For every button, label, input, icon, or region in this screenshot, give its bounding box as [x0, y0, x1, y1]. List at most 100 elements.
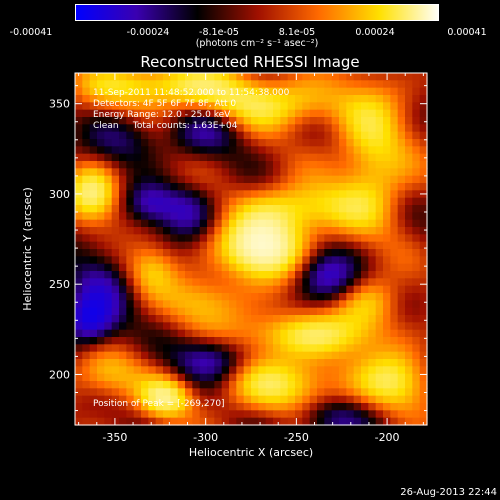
heatmap-cell [390, 109, 399, 118]
heatmap-cell [419, 403, 428, 411]
heatmap-cell [82, 315, 91, 323]
heatmap-cell [192, 80, 201, 89]
heatmap-cell [353, 271, 362, 279]
heatmap-cell [126, 102, 135, 111]
heatmap-cell [126, 80, 135, 89]
heatmap-cell [82, 278, 91, 287]
heatmap-cell [390, 175, 399, 184]
heatmap-cell [89, 410, 98, 419]
heatmap-cell [331, 168, 340, 177]
heatmap-cell [214, 146, 223, 155]
heatmap-cell [309, 381, 318, 389]
heatmap-cell [287, 161, 296, 169]
heatmap-cell [199, 109, 208, 118]
heatmap-cell [317, 410, 325, 419]
heatmap-cell [89, 168, 98, 177]
heatmap-cell [185, 417, 193, 426]
heatmap-cell [133, 227, 142, 235]
heatmap-cell [353, 285, 362, 294]
heatmap-cell [199, 271, 208, 279]
heatmap-cell [170, 190, 179, 199]
heatmap-cell [207, 293, 215, 301]
heatmap-cell [207, 307, 215, 316]
heatmap-cell [126, 87, 135, 96]
heatmap-cell [133, 87, 142, 96]
heatmap-cell [111, 403, 120, 411]
heatmap-cell [97, 131, 105, 140]
heatmap-cell [375, 388, 384, 397]
heatmap-cell [419, 73, 428, 81]
heatmap-cell [317, 175, 325, 184]
heatmap-cell [148, 73, 157, 81]
heatmap-cell [302, 190, 311, 199]
heatmap-cell [412, 227, 421, 235]
heatmap-cell [199, 87, 208, 96]
heatmap-cell [295, 117, 303, 125]
heatmap-cell [265, 190, 274, 199]
heatmap-cell [309, 109, 318, 118]
heatmap-cell [361, 263, 369, 272]
heatmap-cell [375, 337, 384, 345]
heatmap-cell [221, 161, 230, 169]
heatmap-cell [111, 175, 120, 184]
heatmap-cell [126, 351, 135, 360]
heatmap-cell [82, 285, 91, 294]
heatmap-cell [383, 351, 391, 360]
heatmap-cell [361, 256, 369, 265]
heatmap-cell [207, 183, 215, 191]
heatmap-cell [405, 205, 413, 213]
heatmap-cell [390, 403, 399, 411]
heatmap-cell [251, 417, 259, 426]
heatmap-cell [368, 87, 377, 96]
heatmap-cell [104, 168, 113, 177]
heatmap-cell [214, 183, 223, 191]
heatmap-cell [170, 351, 179, 360]
heatmap-cell [346, 80, 355, 89]
heatmap-cell [177, 263, 186, 272]
heatmap-cell [405, 256, 413, 265]
heatmap-cell [177, 359, 186, 367]
heatmap-cell [287, 146, 296, 155]
colorbar [75, 4, 439, 21]
heatmap-cell [375, 190, 384, 199]
heatmap-cell [104, 410, 113, 419]
heatmap-cell [265, 285, 274, 294]
heatmap-cell [368, 73, 377, 81]
heatmap-cell [89, 102, 98, 111]
heatmap-cell [229, 168, 237, 177]
heatmap-cell [339, 168, 347, 177]
heatmap-cell [148, 190, 157, 199]
heatmap-cell [375, 227, 384, 235]
heatmap-cell [295, 351, 303, 360]
heatmap-cell [273, 175, 281, 184]
heatmap-cell [82, 197, 91, 206]
heatmap-cell [89, 381, 98, 389]
heatmap-cell [229, 124, 237, 133]
heatmap-cell [185, 183, 193, 191]
heatmap-cell [214, 263, 223, 272]
heatmap-cell [353, 307, 362, 316]
heatmap-cell [97, 373, 105, 382]
heatmap-cell [280, 95, 289, 103]
heatmap-cell [119, 153, 127, 162]
heatmap-cell [192, 205, 201, 213]
heatmap-cell [148, 351, 157, 360]
heatmap-cell [82, 161, 91, 169]
heatmap-cell [331, 410, 340, 419]
heatmap-cell [89, 337, 98, 345]
heatmap-cell [287, 109, 296, 118]
heatmap-cell [419, 307, 428, 316]
heatmap-cell [243, 293, 252, 301]
heatmap-cell [390, 139, 399, 147]
heatmap-cell [309, 351, 318, 360]
heatmap-cell [368, 146, 377, 155]
heatmap-cell [361, 381, 369, 389]
heatmap-cell [126, 271, 135, 279]
heatmap-cell [104, 249, 113, 257]
heatmap-cell [309, 146, 318, 155]
heatmap-cell [89, 227, 98, 235]
heatmap-cell [317, 344, 325, 353]
heatmap-cell [170, 153, 179, 162]
heatmap-cell [185, 329, 193, 338]
heatmap-cell [295, 131, 303, 140]
